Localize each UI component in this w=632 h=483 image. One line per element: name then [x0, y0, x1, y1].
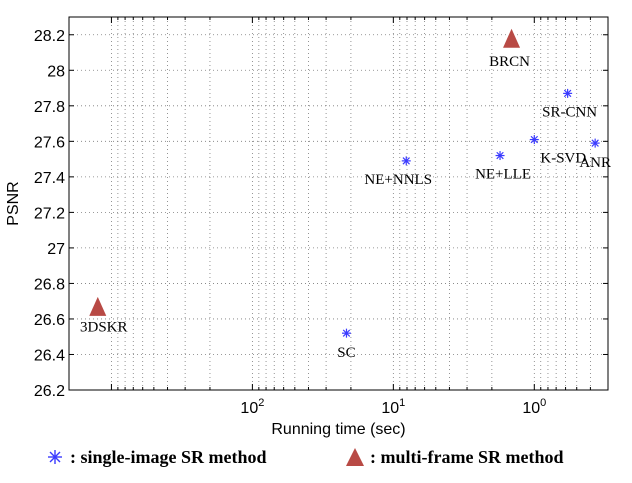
point-sr-cnn — [563, 88, 573, 98]
legend-label-single-image: : single-image SR method — [70, 446, 267, 467]
point-ne-nnls — [401, 156, 411, 166]
point-label-k-svd: K-SVD — [540, 151, 586, 167]
triangle-icon — [346, 448, 364, 466]
legend-label-multi-frame: : multi-frame SR method — [370, 446, 564, 467]
point-label-brcn: BRCN — [489, 54, 530, 70]
point-label-ne-lle: NE+LLE — [475, 167, 531, 183]
point-label-ne-nnls: NE+NNLS — [364, 172, 432, 188]
y-tick-label: 26.6 — [34, 312, 65, 329]
x-axis-title: Running time (sec) — [271, 421, 405, 438]
point-label-3dskr: 3DSKR — [80, 319, 128, 335]
point-ne-lle — [495, 151, 505, 161]
point-sc — [341, 328, 351, 338]
y-tick-label: 27.4 — [34, 170, 65, 187]
point-label-anr: ANR — [579, 155, 611, 171]
legend-item-multi-frame: : multi-frame SR method — [344, 446, 563, 468]
x-tick-label: 102 — [240, 397, 264, 417]
y-tick-label: 27.2 — [34, 205, 65, 222]
point-3dskr — [89, 296, 107, 316]
grid-lines — [68, 17, 609, 391]
plot-area-frame — [68, 16, 609, 391]
y-tick-label: 28.2 — [34, 28, 65, 45]
legend-item-single-image: : single-image SR method — [44, 446, 267, 468]
point-anr — [590, 138, 600, 148]
legend: : single-image SR method : multi-frame S… — [0, 446, 632, 476]
axis-ticks: 26.2 26.4 26.6 26.8 27 27.2 27.4 27.6 27.8 28 28.2… — [34, 17, 609, 417]
y-tick-label: 28 — [47, 63, 65, 80]
data-points — [89, 28, 600, 338]
y-tick-label: 26.4 — [34, 347, 65, 364]
y-tick-label: 26.2 — [34, 383, 65, 400]
y-tick-label: 27.6 — [34, 134, 65, 151]
y-axis-title: PSNR — [5, 181, 22, 225]
x-tick-label: 101 — [381, 397, 405, 417]
point-k-svd — [529, 135, 539, 145]
y-tick-label: 26.8 — [34, 276, 65, 293]
asterisk-icon — [48, 450, 62, 464]
y-tick-label: 27 — [47, 241, 65, 258]
point-label-sr-cnn: SR-CNN — [542, 104, 597, 120]
point-label-sc: SC — [337, 345, 355, 361]
scatter-chart: 26.2 26.4 26.6 26.8 27 27.2 27.4 27.6 27.8 28 28.2… — [5, 16, 611, 438]
y-tick-label: 27.8 — [34, 99, 65, 116]
x-tick-label: 100 — [522, 397, 546, 417]
point-brcn — [503, 28, 521, 48]
point-labels: SC NE+NNLS NE+LLE K-SVD SR-CNN ANR 3DSKR BRCN — [80, 54, 611, 361]
